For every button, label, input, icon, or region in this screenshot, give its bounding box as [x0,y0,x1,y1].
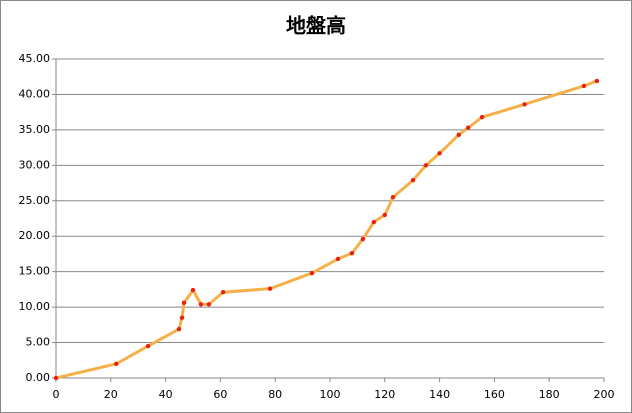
x-tick-label: 140 [429,388,450,401]
y-tick-label: 35.00 [19,123,51,136]
data-point [53,375,59,381]
data-point [190,287,196,293]
y-tick-label: 25.00 [19,194,51,207]
x-tick-label: 0 [53,388,60,401]
y-tick-label: 15.00 [19,265,51,278]
data-point [382,212,387,218]
x-tick-label: 160 [484,388,505,401]
y-tick-label: 45.00 [19,52,51,65]
data-point [522,102,527,107]
data-point [410,178,416,183]
data-point [267,286,273,291]
y-tick-label: 40.00 [19,87,51,100]
data-point [437,151,442,156]
x-tick-label: 200 [594,388,615,401]
data-point [309,270,315,276]
x-tick-label: 80 [268,388,282,401]
data-point [206,302,212,307]
y-tick-label: 20.00 [19,229,51,242]
x-tick-label: 120 [374,388,395,401]
x-tick-label: 60 [213,388,227,401]
data-point [390,195,396,200]
x-tick-label: 40 [159,388,173,401]
data-point [594,78,600,84]
data-point [479,114,485,120]
chart-title: 地盤高 [286,14,346,38]
data-point [198,302,204,307]
data-point [349,251,355,256]
data-point [181,300,187,306]
data-point [371,219,377,225]
data-point [179,315,185,320]
data-point [423,163,429,168]
data-point [220,290,226,295]
data-point [176,326,182,332]
y-tick-label: 30.00 [19,158,51,171]
y-tick-label: 5.00 [26,336,51,349]
data-point [145,343,151,349]
x-tick-label: 100 [320,388,341,401]
data-point [335,256,341,262]
data-point [360,236,366,242]
y-tick-label: 0.00 [26,371,51,384]
y-tick-label: 10.00 [19,300,51,313]
data-point [465,125,471,130]
data-point [456,132,461,138]
x-tick-label: 180 [539,388,560,401]
data-point [114,361,119,367]
x-tick-label: 20 [104,388,118,401]
data-point [581,83,587,89]
